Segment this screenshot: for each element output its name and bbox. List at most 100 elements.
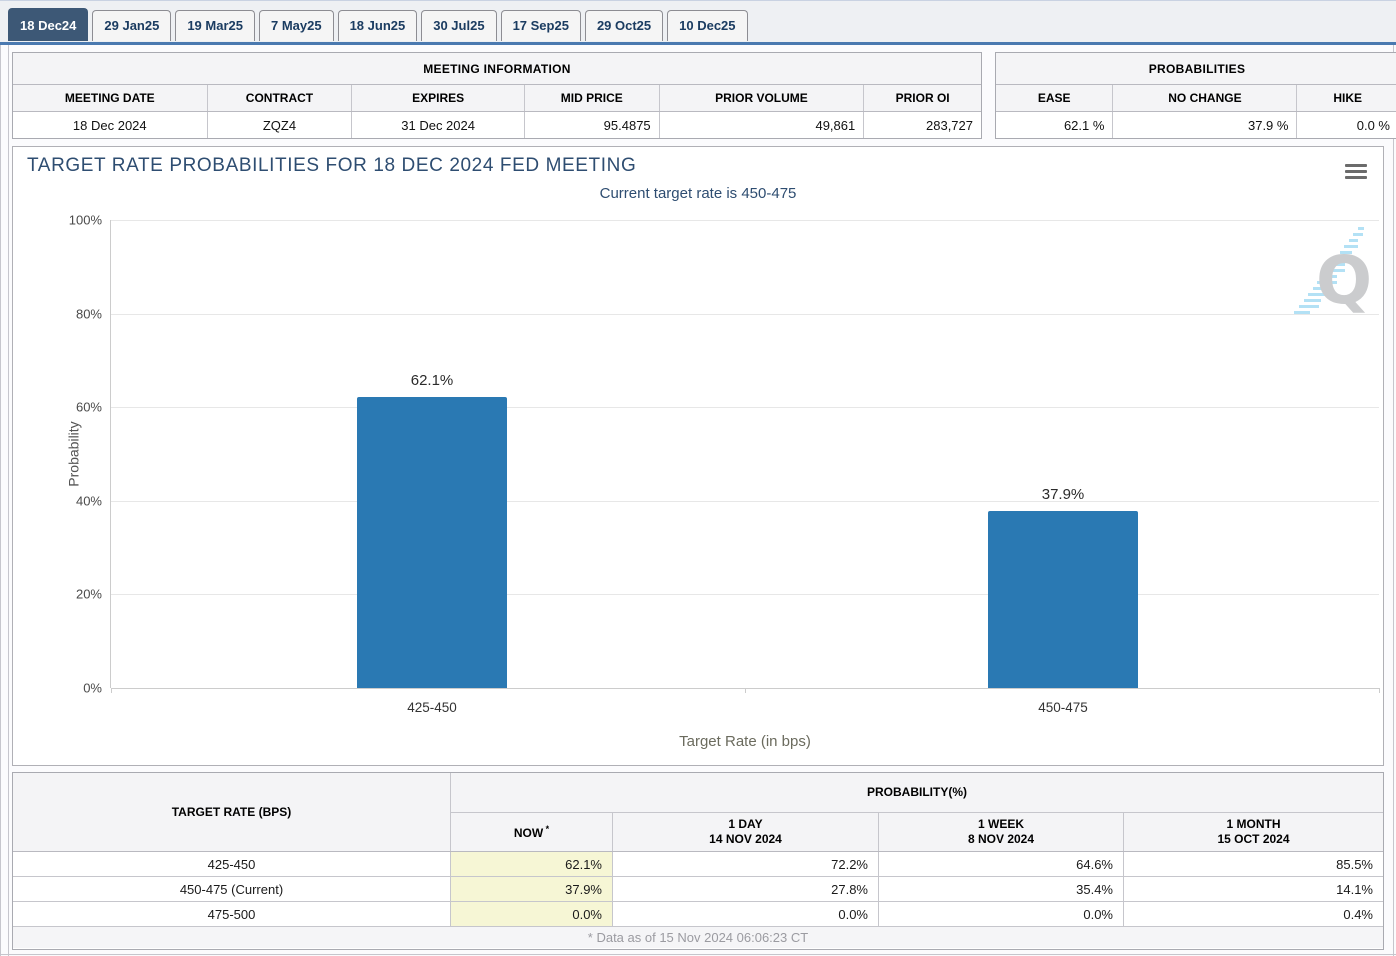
content-border-left [8, 0, 9, 956]
history-column-headers: NOW * 1 DAY 14 NOV 2024 1 WEEK 8 NOV 2024 1 M… [451, 812, 1383, 852]
gridline-100 [111, 220, 1379, 221]
hamburger-bar [1345, 176, 1367, 179]
gridline-40 [111, 500, 1379, 502]
probability-header-ease: EASE [996, 85, 1114, 111]
history-rows: 425-450 62.1% 72.2% 64.6% 85.5% 450-475 (Curr… [13, 852, 1383, 927]
y-tick-60: 60% [75, 399, 102, 415]
tab-10-dec25[interactable]: 10 Dec25 [667, 10, 748, 41]
y-tick-100: 100% [68, 212, 102, 228]
history-col-header-1-month: 1 MONTH 15 OCT 2024 [1124, 813, 1383, 852]
x-axis-tick [1378, 688, 1380, 693]
probability-cell: 37.9% [451, 877, 613, 901]
probability-cell: 0.0% [613, 902, 879, 926]
x-tick-label-450-475: 450-475 [1038, 700, 1088, 715]
probability-cell: 0.0% [879, 902, 1124, 926]
col-header-line2: 14 NOV 2024 [709, 831, 782, 846]
probability-group-header: PROBABILITY(%) [451, 773, 1383, 813]
meeting-value-mid-price: 95.4875 [525, 112, 660, 138]
data-as-of-footnote: * Data as of 15 Nov 2024 06:06:23 CT [13, 927, 1383, 948]
meeting-value-prior-volume: 49,861 [660, 112, 865, 138]
col-header-line2: 8 NOV 2024 [967, 831, 1035, 846]
probability-cell: 14.1% [1336, 881, 1373, 897]
gridline-20 [111, 594, 1379, 596]
tab-30-jul25[interactable]: 30 Jul25 [421, 10, 497, 41]
col-header-line1: 1 DAY [728, 816, 763, 831]
meeting-value-contract: ZQZ4 [208, 112, 353, 138]
probability-value-no-change: 37.9 % [1113, 112, 1298, 138]
tab-17-sep25[interactable]: 17 Sep25 [500, 10, 581, 41]
history-col-header-now: NOW * [451, 812, 613, 851]
table-row-450-475-current: 450-475 (Current) 37.9% 27.8% 35.4% 14.1% [13, 877, 1383, 902]
probabilities-headers: EASE NO CHANGE HIKE [996, 85, 1396, 112]
hamburger-bar [1345, 170, 1367, 173]
history-col-header-1-day: 1 DAY 14 NOV 2024 [613, 812, 879, 851]
col-header-line1: 1 MONTH [1226, 816, 1281, 831]
probability-cell: 27.8% [613, 877, 879, 901]
hamburger-bar [1345, 164, 1367, 167]
probability-cell: 62.1% [451, 852, 613, 876]
gridline-80 [111, 313, 1379, 315]
col-header-line1: 1 WEEK [977, 816, 1024, 831]
y-tick-20: 20% [75, 586, 102, 602]
history-col-header-1-week: 1 WEEK 8 NOV 2024 [879, 812, 1124, 851]
bar-450-475[interactable] [988, 511, 1138, 688]
x-axis-tick [744, 688, 746, 693]
probabilities-title: PROBABILITIES [996, 53, 1396, 85]
plot-area: Probability 0% 20% 40% 60% 80% 100% 62.1% 425-4… [66, 213, 1380, 715]
col-header-line2: 15 OCT 2024 [1217, 831, 1290, 846]
meeting-information-values: 18 Dec 2024 ZQZ4 31 Dec 2024 95.4875 49,861 2… [13, 112, 981, 138]
rate-cell: 425-450 [13, 852, 451, 876]
meeting-header-prior-oi: PRIOR OI [895, 91, 950, 105]
table-row-475-500: 475-500 0.0% 0.0% 0.0% 0.4% [13, 902, 1383, 927]
probability-cell: 72.2% [613, 852, 879, 876]
meeting-value-expires: 31 Dec 2024 [352, 112, 525, 138]
meeting-value-prior-oi: 283,727 [926, 117, 973, 133]
probability-header-no-change: NO CHANGE [1113, 85, 1298, 111]
bar-425-450[interactable] [357, 397, 507, 688]
probability-cell: 85.5% [1336, 856, 1373, 872]
meeting-information-headers: MEETING DATE CONTRACT EXPIRES MID PRICE PRIO… [13, 85, 981, 112]
probability-history-table: TARGET RATE (BPS) PROBABILITY(%) NOW * 1 … [12, 772, 1384, 950]
meeting-header-meeting-date: MEETING DATE [13, 85, 208, 111]
tab-18-jun25[interactable]: 18 Jun25 [337, 10, 418, 41]
page-border-bottom [0, 954, 1396, 955]
y-tick-80: 80% [75, 306, 102, 322]
col-header-line1: NOW * [513, 824, 550, 841]
meeting-header-contract: CONTRACT [208, 85, 353, 111]
tab-18-dec24[interactable]: 18 Dec24 [8, 8, 89, 41]
probability-header-block: PROBABILITY(%) NOW * 1 DAY 14 NOV 2024 1 WE… [451, 773, 1383, 851]
tab-strip-rule [0, 42, 1396, 45]
meeting-information-panel: MEETING INFORMATION MEETING DATE CONTRACT… [12, 52, 982, 139]
meeting-information-title: MEETING INFORMATION [13, 53, 981, 85]
probability-header-hike: HIKE [1333, 91, 1363, 105]
probabilities-values: 62.1 % 37.9 % 0.0 % [996, 112, 1396, 138]
table-row-425-450: 425-450 62.1% 72.2% 64.6% 85.5% [13, 852, 1383, 877]
rate-cell: 450-475 (Current) [13, 877, 451, 901]
meeting-header-prior-volume: PRIOR VOLUME [660, 85, 865, 111]
meeting-header-mid-price: MID PRICE [525, 85, 660, 111]
bar-value-label-425-450: 62.1% [410, 372, 454, 389]
y-axis-line [110, 220, 111, 688]
probability-value-hike: 0.0 % [1356, 117, 1390, 133]
hamburger-icon[interactable] [1345, 164, 1367, 182]
tab-29-jan25[interactable]: 29 Jan25 [92, 10, 172, 41]
probabilities-panel: PROBABILITIES EASE NO CHANGE HIKE 62.1 % 37… [995, 52, 1396, 139]
meeting-value-meeting-date: 18 Dec 2024 [13, 112, 208, 138]
y-tick-0: 0% [83, 680, 102, 696]
x-axis-title: Target Rate (in bps) [679, 733, 811, 750]
tab-29-oct25[interactable]: 29 Oct25 [584, 10, 664, 41]
target-rate-chart-panel: TARGET RATE PROBABILITIES FOR 18 DEC 202… [12, 146, 1384, 766]
tab-7-may25[interactable]: 7 May25 [258, 10, 334, 41]
tab-19-mar25[interactable]: 19 Mar25 [175, 10, 255, 41]
page-border-left [0, 0, 1, 956]
bar-value-label-450-475: 37.9% [1041, 486, 1085, 503]
x-tick-label-425-450: 425-450 [407, 700, 457, 715]
probability-cell: 64.6% [879, 852, 1124, 876]
history-header: TARGET RATE (BPS) PROBABILITY(%) NOW * 1 … [13, 773, 1383, 852]
probability-value-ease: 62.1 % [996, 112, 1114, 138]
meeting-tab-bar: 18 Dec24 29 Jan25 19 Mar25 7 May25 18 Jun25 3… [0, 0, 1396, 42]
rate-cell: 475-500 [13, 902, 451, 926]
y-axis-title: Probability [65, 421, 82, 487]
y-tick-40: 40% [75, 493, 102, 509]
chart-subtitle: Current target rate is 450-475 [599, 185, 797, 202]
